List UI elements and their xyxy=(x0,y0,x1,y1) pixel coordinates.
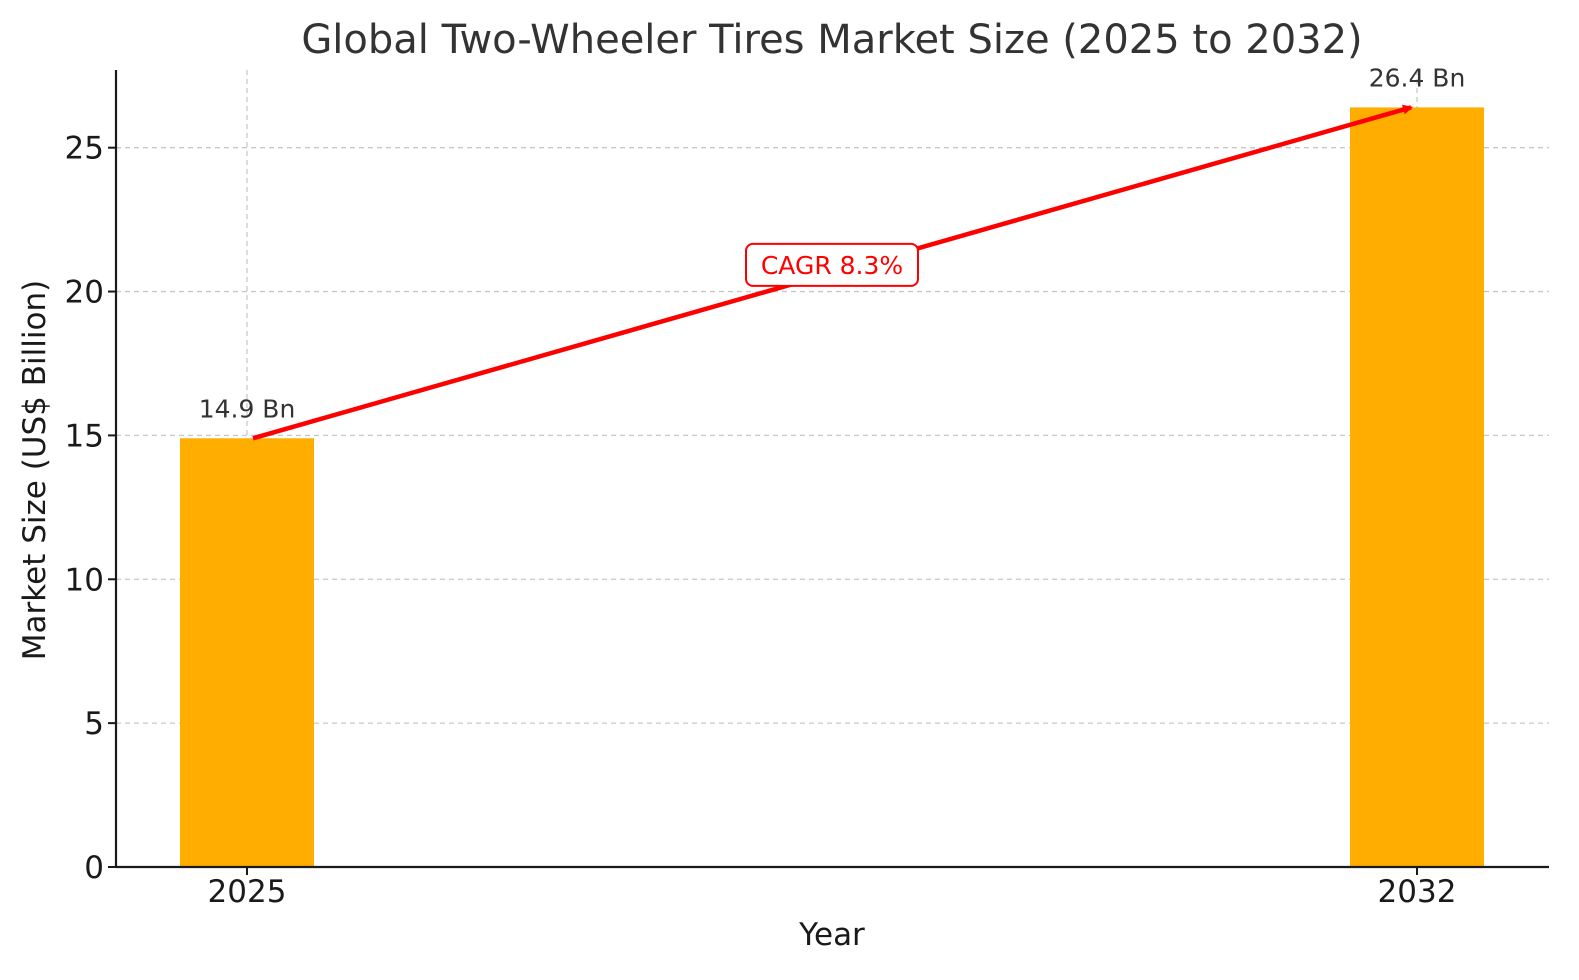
y-tick-label: 25 xyxy=(65,131,104,167)
y-axis-label: Market Size (US$ Billion) xyxy=(17,280,53,660)
y-tick-label: 15 xyxy=(65,418,104,454)
y-tick-label: 0 xyxy=(84,850,104,886)
x-tick-label: 2032 xyxy=(1378,874,1457,910)
bar-2032 xyxy=(1350,107,1484,867)
x-ticks: 2025 2032 xyxy=(208,867,1457,910)
grid xyxy=(116,70,1549,867)
y-tick-label: 5 xyxy=(84,706,104,742)
data-labels: 14.9 Bn 26.4 Bn xyxy=(199,63,1466,423)
cagr-box xyxy=(745,242,919,287)
y-tick-label: 20 xyxy=(65,275,104,311)
chart-title: Global Two-Wheeler Tires Market Size (20… xyxy=(301,17,1362,63)
data-label-2025: 14.9 Bn xyxy=(199,394,296,423)
bar-2025 xyxy=(180,438,314,867)
cagr-label: CAGR 8.3% xyxy=(761,251,903,280)
x-tick-label: 2025 xyxy=(208,874,287,910)
bars xyxy=(180,107,1484,867)
data-label-2032: 26.4 Bn xyxy=(1369,63,1466,92)
y-ticks: 0 5 10 15 20 25 xyxy=(65,131,116,886)
x-axis-label: Year xyxy=(798,917,865,953)
y-tick-label: 10 xyxy=(65,562,104,598)
cagr-annotation: CAGR 8.3% xyxy=(252,104,1413,441)
